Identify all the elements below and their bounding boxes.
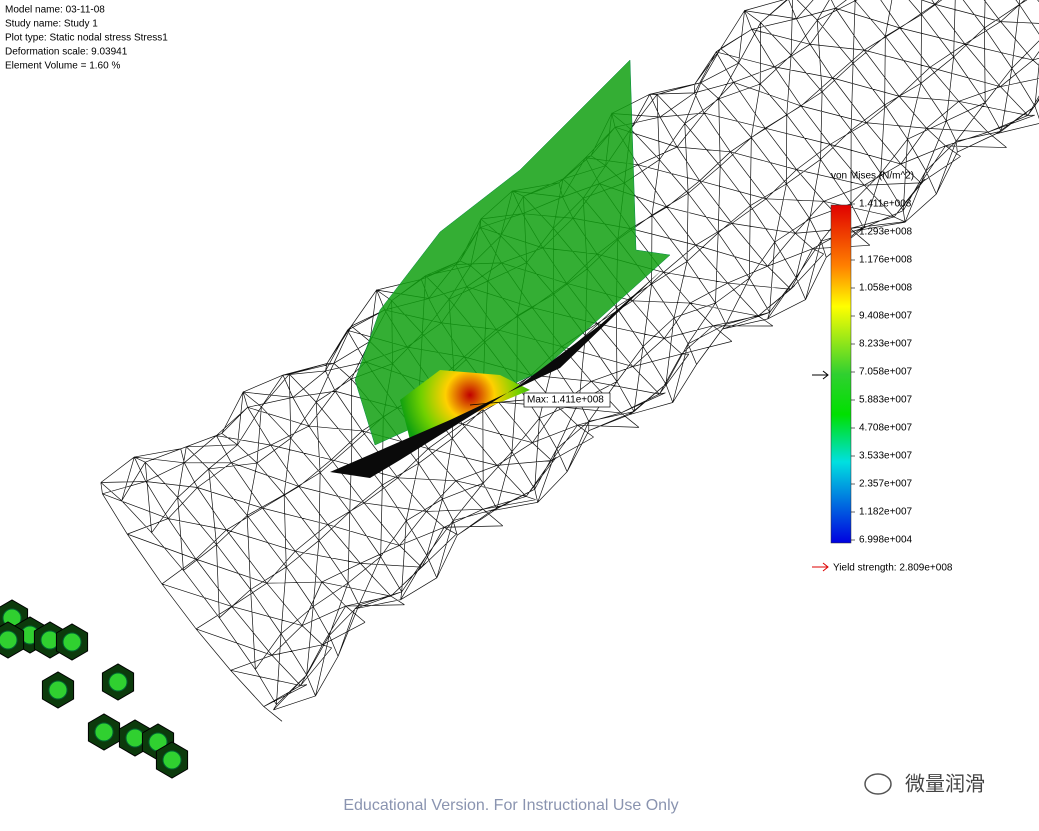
legend-label: 1.293e+008 <box>859 227 913 238</box>
info-line: Plot type: Static nodal stress Stress1 <box>5 33 168 44</box>
legend-title: von Mises (N/m^2) <box>831 171 914 182</box>
nut-bolt <box>125 728 145 748</box>
info-line: Model name: 03-11-08 <box>5 5 105 16</box>
legend-label: 3.533e+007 <box>859 451 913 462</box>
info-line: Element Volume = 1.60 % <box>5 61 120 72</box>
legend-label: 7.058e+007 <box>859 367 913 378</box>
pointer-arrow <box>812 370 829 380</box>
plot-info: Model name: 03-11-08 Study name: Study 1 P… <box>5 5 168 72</box>
color-bar <box>830 204 852 544</box>
wireframe-mesh <box>100 0 1039 722</box>
legend-label: 2.357e+007 <box>859 479 913 490</box>
info-line: Study name: Study 1 <box>5 19 98 30</box>
yield-strength: Yield strength: 2.809e+008 <box>833 563 953 574</box>
nut-bolt <box>62 632 82 652</box>
legend-label: 1.411e+008 <box>859 199 912 210</box>
legend-label: 1.058e+008 <box>859 283 913 294</box>
legend-label: 6.998e+004 <box>859 535 913 546</box>
nut-bolt <box>162 750 182 770</box>
nut-bolt <box>0 630 18 650</box>
legend-labels: 1.411e+008 1.293e+008 1.176e+008 1.058e+008… <box>851 199 913 546</box>
legend-label: 9.408e+007 <box>859 311 913 322</box>
fasteners <box>0 599 189 779</box>
legend-label: 1.176e+008 <box>859 255 913 266</box>
legend-label: 8.233e+007 <box>859 339 913 350</box>
nut-bolt <box>48 680 68 700</box>
max-leader <box>469 399 525 406</box>
yield-arrow <box>812 562 829 572</box>
hot-spot <box>400 370 530 440</box>
legend-label: 4.708e+007 <box>859 423 913 434</box>
info-line: Deformation scale: 9.03941 <box>5 47 128 58</box>
legend-label: 5.883e+007 <box>859 395 913 406</box>
watermark: Educational Version. For Instructional U… <box>343 797 678 814</box>
max-box <box>523 392 611 408</box>
logo-icon <box>864 773 892 795</box>
logo-text: 微量润滑 <box>905 772 985 795</box>
nut-bolt <box>108 672 128 692</box>
mesh-lines <box>100 0 1039 722</box>
nut-bolt <box>94 722 114 742</box>
logo: 微量润滑 <box>864 772 985 795</box>
legend-label: 1.182e+007 <box>859 507 913 518</box>
max-label: Max: 1.411e+008 <box>527 395 604 406</box>
